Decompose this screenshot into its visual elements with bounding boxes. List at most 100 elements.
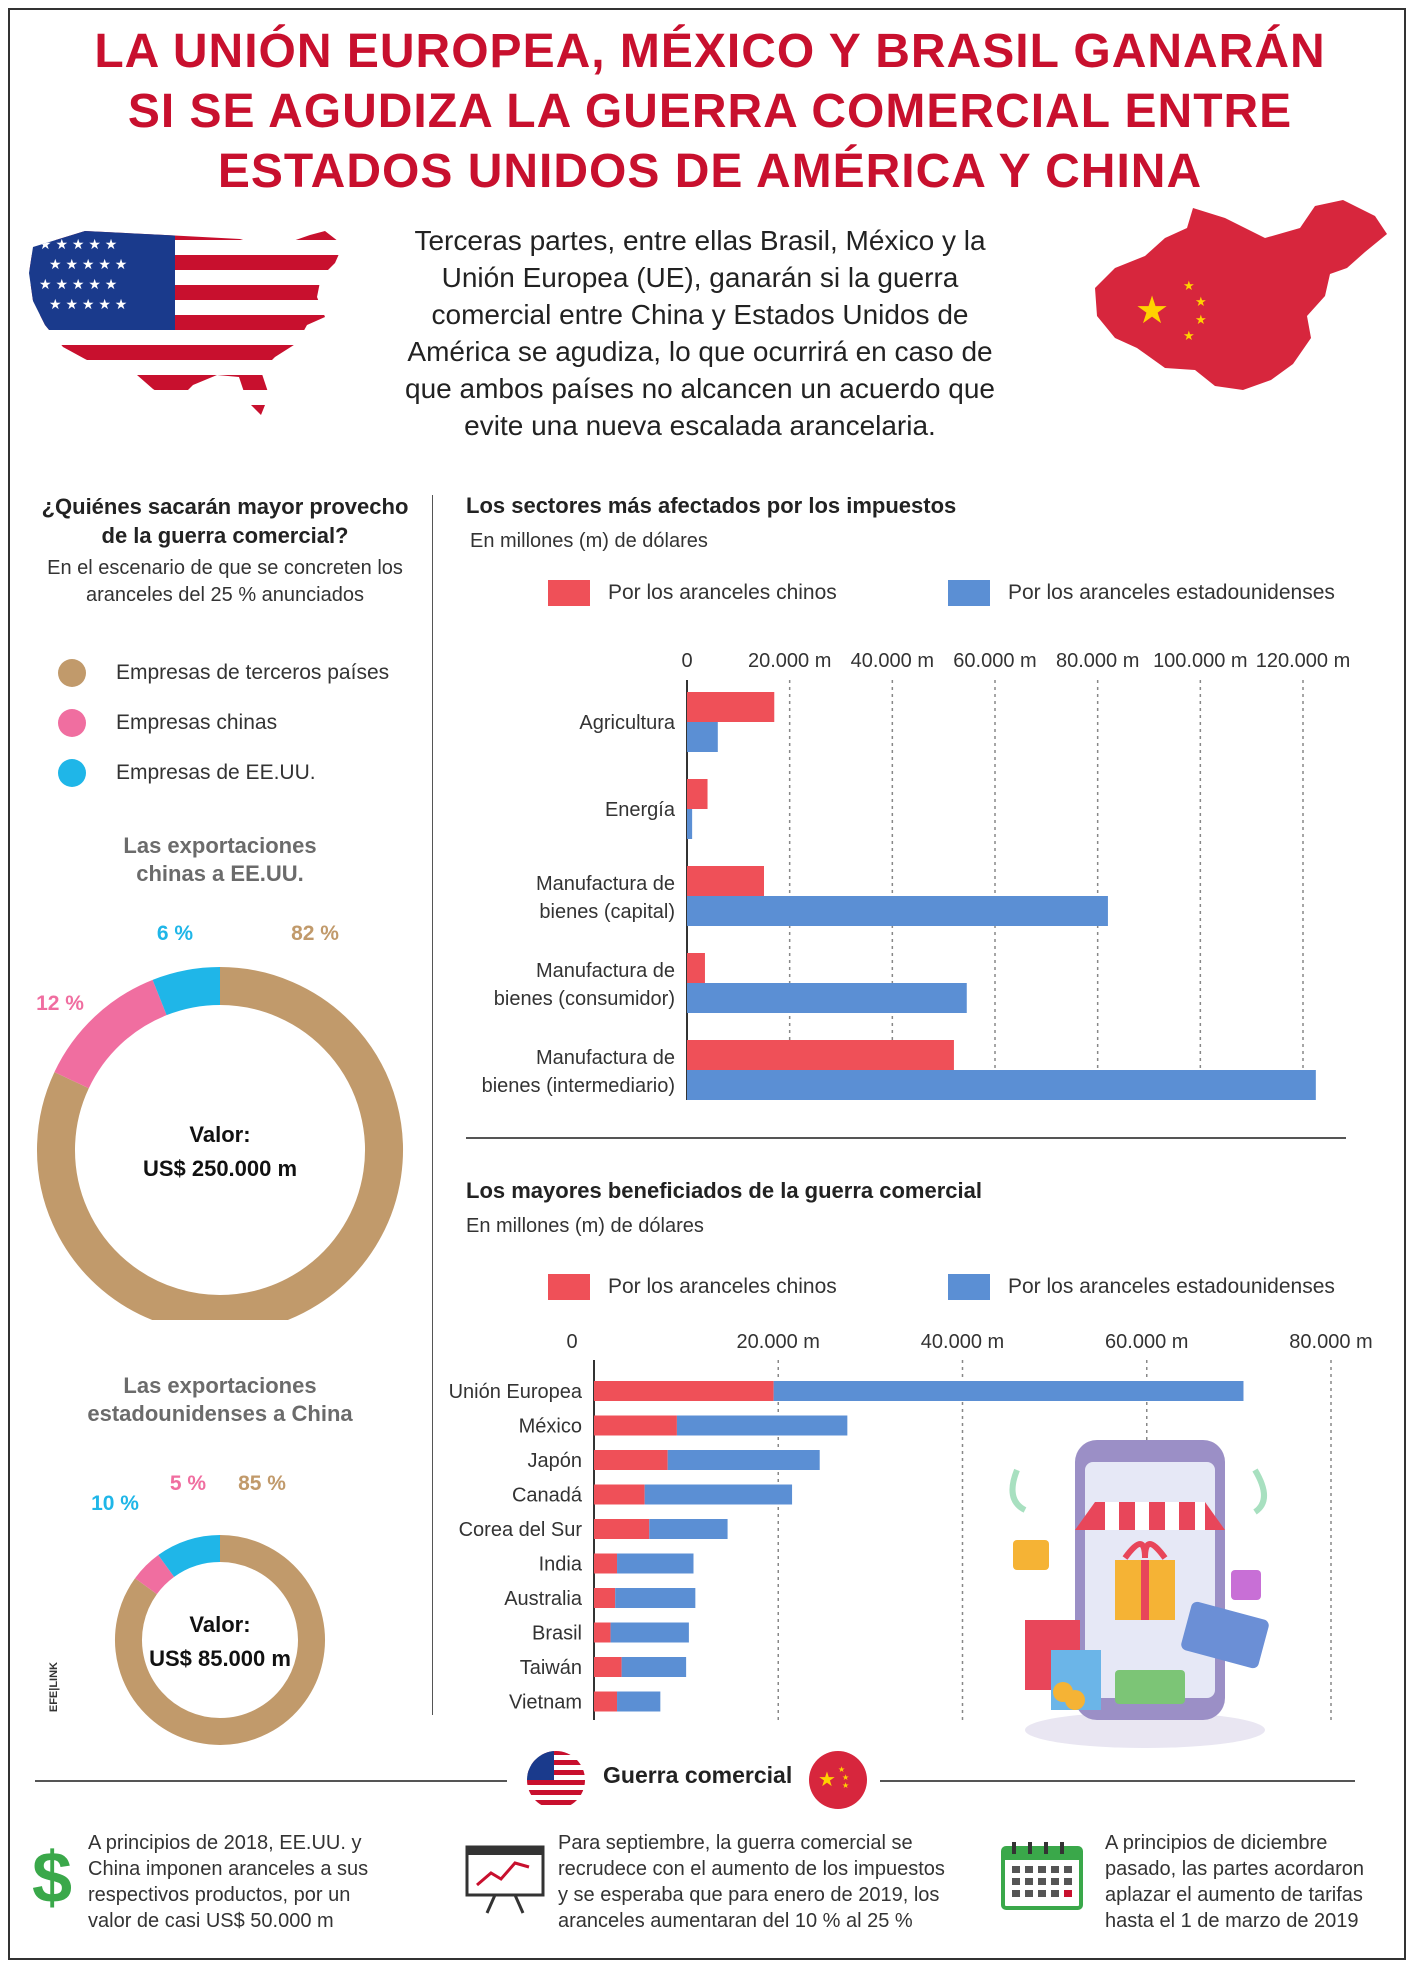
bar-us <box>649 1519 728 1539</box>
footer-line-text: hasta el 1 de marzo de 2019 <box>1105 1910 1359 1932</box>
legend-dot-us <box>58 759 86 787</box>
bar-chinese <box>594 1381 774 1401</box>
shopping-illustration-icon <box>1009 1440 1269 1748</box>
donut-legend: Empresas de terceros países Empresas chi… <box>58 648 389 798</box>
beneficiaries-bar-chart: 0 20.000 m 40.000 m 60.000 m 80.000 m Unión E… <box>449 1331 1373 1720</box>
legend-label: Por los aranceles chinos <box>608 1275 837 1298</box>
bar-us <box>773 1381 1244 1401</box>
left-sub-line: En el escenario de que se concreten los <box>47 557 403 579</box>
x-tick-label: 0 <box>681 650 692 672</box>
category-label: Agricultura <box>579 712 675 734</box>
x-tick-label: 120.000 m <box>1256 650 1351 672</box>
svg-text:★: ★ <box>842 1781 849 1790</box>
chart-board-icon <box>465 1845 545 1914</box>
legend-swatch-chinese <box>548 580 590 606</box>
bar-us <box>617 1553 694 1574</box>
donut-percent-label: 82 % <box>291 922 339 945</box>
bar-us <box>687 1070 1316 1100</box>
legend-swatch-us <box>948 1274 990 1300</box>
x-tick-label: 40.000 m <box>921 1331 1004 1353</box>
left-heading: ¿Quiénes sacarán mayor provecho de la gu… <box>25 492 425 550</box>
footer-col-1: A principios de 2018, EE.UU. y China imp… <box>88 1830 418 1934</box>
intro-line: comercial entre China y Estados Unidos d… <box>431 299 969 330</box>
x-tick-label: 60.000 m <box>1105 1331 1188 1353</box>
bar-chinese <box>687 692 775 722</box>
svg-text:★: ★ <box>1135 290 1169 332</box>
legend-label: Por los aranceles estadounidenses <box>1008 1275 1335 1298</box>
x-tick-label: 20.000 m <box>737 1331 820 1353</box>
category-label: Vietnam <box>509 1692 582 1714</box>
donut2-title-line: estadounidenses a China <box>87 1401 353 1426</box>
footer-col-3: A principios de diciembre pasado, las pa… <box>1105 1830 1405 1934</box>
category-label: bienes (intermediario) <box>482 1075 675 1097</box>
chart2-subtitle: En millones (m) de dólares <box>466 1215 704 1237</box>
footer-line-text: China imponen aranceles a sus <box>88 1858 369 1880</box>
donut1-title: Las exportaciones chinas a EE.UU. <box>20 832 420 888</box>
bar-chinese <box>594 1657 622 1677</box>
bar-us <box>615 1588 696 1608</box>
category-label: Brasil <box>532 1623 582 1645</box>
category-label: Manufactura de <box>536 960 675 982</box>
left-sub-line: aranceles del 25 % anunciados <box>86 584 364 606</box>
donut-percent-label: 10 % <box>91 1492 139 1515</box>
bar-chinese <box>687 1040 954 1070</box>
donut-percent-label: 12 % <box>36 992 84 1015</box>
x-tick-label: 80.000 m <box>1289 1331 1372 1353</box>
svg-text:$: $ <box>32 1838 72 1913</box>
donut-chart-us-exports: Valor: US$ 85.000 m 85 % 5 % 10 % <box>91 1472 325 1745</box>
bar-us <box>621 1657 687 1677</box>
chart1-legend-chinese: Por los aranceles chinos <box>548 580 837 606</box>
chart2-legend-us: Por los aranceles estadounidenses <box>948 1274 1335 1300</box>
category-label: Canadá <box>512 1485 583 1507</box>
bar-us <box>676 1415 848 1436</box>
donut-percent-label: 6 % <box>157 922 194 945</box>
bar-us <box>687 896 1108 926</box>
footer-line-text: Para septiembre, la guerra comercial se <box>558 1832 913 1854</box>
us-flag-icon <box>527 1751 585 1809</box>
us-flag-map-icon: ★ ★ ★ ★ ★ ★ ★ ★ ★ ★ ★ ★ ★ ★ ★ ★ ★ ★ ★ ★ <box>29 231 343 415</box>
intro-line: Terceras partes, entre ellas Brasil, Méx… <box>414 225 986 256</box>
title-line: SI SE AGUDIZA LA GUERRA COMERCIAL ENTRE <box>127 85 1293 138</box>
category-label: Japón <box>528 1450 583 1472</box>
donut2-title-line: Las exportaciones <box>123 1373 317 1398</box>
donut-percent-label: 85 % <box>238 1472 286 1495</box>
china-flag-map-icon: ★ ★ ★ ★ ★ <box>1095 200 1387 390</box>
svg-text:★ ★ ★ ★ ★: ★ ★ ★ ★ ★ <box>49 296 127 312</box>
page-title: LA UNIÓN EUROPEA, MÉXICO Y BRASIL GANARÁ… <box>20 22 1400 202</box>
donut-slice <box>54 979 168 1089</box>
intro-text: Terceras partes, entre ellas Brasil, Méx… <box>360 222 1040 444</box>
chart2-legend-chinese: Por los aranceles chinos <box>548 1274 837 1300</box>
bar-chinese <box>594 1622 611 1643</box>
donut1-title-line: chinas a EE.UU. <box>136 861 304 886</box>
legend-label: Empresas chinas <box>116 711 278 734</box>
column-divider <box>432 495 433 1715</box>
category-label: Energía <box>605 799 676 821</box>
bar-us <box>687 983 967 1013</box>
footer-line-text: respectivos productos, por un <box>88 1884 351 1906</box>
donut-center-value: US$ 85.000 m <box>149 1646 291 1671</box>
intro-line: América se agudiza, lo que ocurrirá en c… <box>407 336 993 367</box>
bar-chinese <box>594 1519 650 1539</box>
x-tick-label: 100.000 m <box>1153 650 1248 672</box>
chart1-subtitle: En millones (m) de dólares <box>470 530 708 552</box>
donut-slice <box>158 1535 221 1578</box>
left-subheading: En el escenario de que se concreten los … <box>25 555 425 609</box>
bar-us <box>687 722 718 752</box>
svg-text:★ ★ ★ ★ ★: ★ ★ ★ ★ ★ <box>49 256 127 272</box>
category-label: Manufactura de <box>536 1047 675 1069</box>
category-label: India <box>539 1554 583 1576</box>
x-tick-label: 20.000 m <box>748 650 831 672</box>
footer-line-text: recrudece con el aumento de los impuesto… <box>558 1858 945 1880</box>
bar-us <box>610 1622 689 1643</box>
svg-text:★: ★ <box>842 1773 849 1782</box>
legend-dot-chinese <box>58 709 86 737</box>
bar-chinese <box>594 1691 618 1712</box>
donut-slice <box>135 1555 175 1595</box>
bar-us <box>644 1484 793 1505</box>
left-heading-line: de la guerra comercial? <box>101 523 349 548</box>
category-label: bienes (consumidor) <box>494 988 675 1010</box>
footer-line-text: valor de casi US$ 50.000 m <box>88 1910 334 1932</box>
legend-item-us: Empresas de EE.UU. <box>58 748 389 798</box>
title-line: ESTADOS UNIDOS DE AMÉRICA Y CHINA <box>217 145 1203 198</box>
svg-text:★: ★ <box>1183 278 1195 293</box>
